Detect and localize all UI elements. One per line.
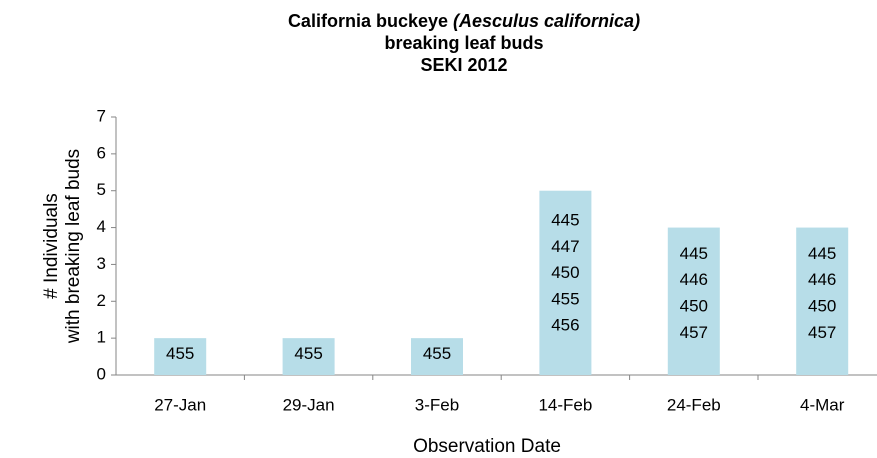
bar-label: 455 (551, 289, 579, 308)
chart-title: breaking leaf buds (384, 33, 543, 53)
y-tick-label: 4 (97, 217, 106, 236)
y-axis-label: with breaking leaf buds (63, 149, 84, 344)
y-tick-label: 7 (97, 106, 106, 125)
bar-label: 446 (680, 270, 708, 289)
bar-label: 447 (551, 237, 579, 256)
bar (796, 227, 849, 375)
x-tick-label: 3-Feb (415, 395, 459, 414)
title-part: breaking leaf buds (384, 33, 543, 53)
y-tick-label: 5 (97, 180, 106, 199)
title-part: (Aesculus californica) (453, 11, 640, 31)
x-tick-label: 27-Jan (154, 395, 206, 414)
x-axis-label: Observation Date (413, 436, 561, 457)
bar-label: 450 (551, 263, 579, 282)
x-tick-label: 4-Mar (800, 395, 845, 414)
y-tick-label: 0 (97, 364, 106, 383)
y-tick-label: 3 (97, 254, 106, 273)
bar-label: 457 (680, 323, 708, 342)
bar (154, 338, 207, 375)
bar-label: 450 (808, 297, 836, 316)
title-part: SEKI 2012 (420, 55, 507, 75)
bar-label: 456 (551, 316, 579, 335)
y-tick-label: 2 (97, 291, 106, 310)
bar-label: 445 (808, 244, 836, 263)
bar (667, 227, 720, 375)
bar (411, 338, 463, 375)
title-part: California buckeye (288, 11, 453, 31)
bar-label: 445 (680, 244, 708, 263)
x-tick-label: 24-Feb (667, 395, 721, 414)
bar-label: 450 (680, 297, 708, 316)
x-tick-label: 14-Feb (538, 395, 592, 414)
chart-title: California buckeye (Aesculus californica… (288, 11, 640, 31)
bar (539, 190, 592, 375)
chart-title: SEKI 2012 (420, 55, 507, 75)
bar-label: 445 (551, 211, 579, 230)
bar-label: 455 (423, 344, 451, 363)
bar-label: 455 (294, 344, 322, 363)
y-tick-label: 6 (97, 143, 106, 162)
y-axis-label: # Individuals (41, 193, 62, 299)
y-tick-label: 1 (97, 328, 106, 347)
x-tick-label: 29-Jan (283, 395, 335, 414)
bar (282, 338, 335, 375)
bar-label: 446 (808, 270, 836, 289)
bar-label: 455 (166, 344, 194, 363)
bar-label: 457 (808, 323, 836, 342)
